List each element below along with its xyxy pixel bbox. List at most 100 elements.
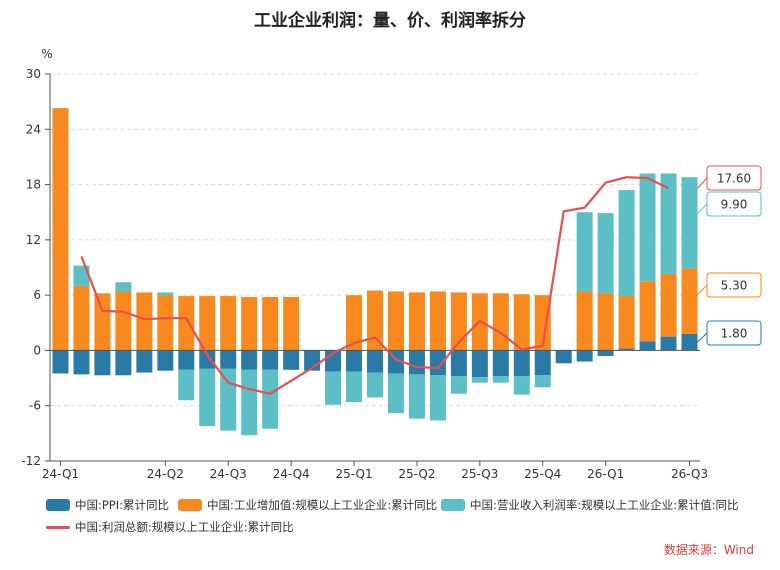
bar-ppi: [555, 350, 572, 364]
bar-volume: [262, 296, 279, 351]
bar-margin: [450, 376, 467, 394]
legend-item-industrial-added-value[interactable]: 中国:工业增加值:规模以上工业企业:累计同比: [178, 497, 437, 513]
bar-margin: [325, 371, 342, 405]
bar-volume: [681, 268, 698, 334]
x-tick-label: 24-Q2: [147, 467, 184, 480]
bar-volume: [367, 290, 383, 351]
end-label-box: [706, 320, 762, 346]
bar-ppi: [199, 350, 216, 369]
bar-margin: [492, 376, 509, 383]
y-axis-unit: %: [41, 47, 52, 61]
legend-label: 中国:利润总额:规模以上工业企业:累计同比: [75, 520, 294, 534]
bar-margin: [262, 369, 279, 429]
bar-margin: [618, 190, 635, 297]
bar-ppi: [136, 350, 153, 373]
bar-ppi: [73, 350, 90, 375]
bar-margin: [387, 373, 404, 414]
bar-ppi: [681, 333, 698, 351]
bar-volume: [534, 295, 551, 351]
bar-margin: [471, 377, 488, 383]
bar-margin: [346, 371, 363, 403]
legend-label: 中国:PPI:累计同比: [75, 498, 170, 512]
legend-item-profit-margin[interactable]: 中国:营业收入利润率:规模以上工业企业:累计值:同比: [441, 497, 739, 513]
bar-volume: [283, 296, 300, 351]
y-tick-label: 12: [26, 233, 41, 247]
bar-ppi: [241, 350, 258, 370]
x-tick-label: 24-Q3: [210, 467, 247, 480]
bar-margin: [660, 173, 677, 274]
bar-margin: [513, 376, 530, 395]
bar-ppi: [618, 348, 635, 351]
bar-margin: [429, 375, 446, 421]
x-tick-label: 25-Q1: [335, 467, 372, 480]
legend-item-total-profit[interactable]: 中国:利润总额:规模以上工业企业:累计同比: [46, 519, 294, 535]
bar-margin: [115, 282, 132, 292]
bar-volume: [178, 296, 195, 351]
bar-volume: [513, 294, 530, 351]
bar-volume: [408, 292, 425, 351]
bar-volume: [639, 281, 656, 342]
bar-ppi: [639, 341, 656, 351]
bar-volume: [136, 292, 153, 351]
y-tick-label: -6: [29, 399, 41, 413]
end-label-leader: [697, 332, 708, 343]
end-label-box: [706, 191, 762, 217]
chart-title: 工业企业利润：量、价、利润率拆分: [254, 11, 526, 31]
bar-ppi: [492, 350, 509, 377]
bar-volume: [597, 293, 614, 351]
legend-item-ppi[interactable]: 中国:PPI:累计同比: [46, 497, 169, 513]
bar-ppi: [220, 350, 237, 369]
bar-layer: [52, 108, 698, 436]
x-tick-label: 25-Q4: [524, 467, 561, 480]
bar-margin: [178, 369, 195, 401]
bar-margin: [576, 212, 593, 292]
bar-margin: [367, 372, 383, 398]
end-label-value: 9.90: [721, 198, 748, 212]
end-label-leader: [697, 203, 708, 215]
bar-ppi: [157, 350, 174, 371]
bar-ppi: [471, 350, 488, 378]
source-note: 数据来源：Wind: [663, 543, 754, 557]
y-tick-label: 24: [26, 122, 41, 136]
bar-margin: [73, 265, 90, 286]
bar-volume: [73, 285, 90, 351]
y-tick-label: -12: [21, 454, 41, 468]
bar-ppi: [513, 350, 530, 377]
x-tick-label: 25-Q3: [461, 467, 498, 480]
x-tick-label: 25-Q2: [398, 467, 435, 480]
bar-margin: [199, 368, 216, 426]
bar-ppi: [597, 350, 614, 356]
line-total-profit: [80, 176, 670, 395]
bar-volume: [115, 291, 132, 351]
bar-volume: [429, 291, 446, 351]
bar-ppi: [262, 350, 279, 370]
bar-margin: [681, 177, 698, 269]
legend-label: 中国:工业增加值:规模以上工业企业:累计同比: [207, 498, 438, 512]
axis-layer: -12 -6 0 6 12 18 24 30% 24-Q1 24-Q2 24-Q3 24-Q4 25-Q…: [21, 47, 708, 480]
bar-ppi: [429, 350, 446, 376]
bar-ppi: [346, 350, 363, 372]
bar-margin: [408, 374, 425, 419]
bar-margin: [534, 375, 551, 388]
end-label-leader: [697, 284, 708, 295]
y-tick-label: 0: [33, 343, 41, 357]
y-tick-label: 18: [26, 178, 41, 192]
line-layer: [80, 176, 670, 395]
bar-volume: [660, 273, 677, 337]
legend-swatch: [178, 499, 202, 511]
end-label-box: [706, 272, 762, 298]
bar-volume: [450, 292, 467, 351]
bar-volume: [492, 293, 509, 351]
y-tick-label: 30: [26, 67, 41, 81]
legend-swatch: [46, 499, 70, 511]
legend-swatch: [46, 525, 70, 529]
bar-volume: [52, 108, 69, 351]
bar-ppi: [408, 350, 425, 375]
bar-volume: [346, 295, 363, 351]
bar-ppi: [115, 350, 132, 376]
bar-ppi: [534, 350, 551, 376]
bar-volume: [157, 295, 174, 351]
bar-ppi: [283, 350, 300, 370]
end-label-value: 17.60: [717, 172, 751, 186]
bar-ppi: [660, 336, 677, 351]
